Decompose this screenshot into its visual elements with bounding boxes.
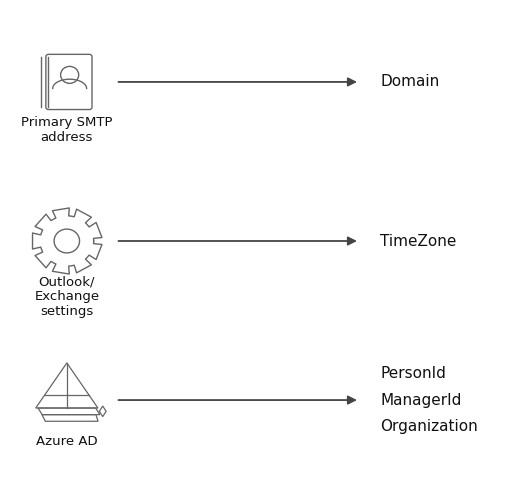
Text: Primary SMTP
address: Primary SMTP address xyxy=(21,117,113,145)
Text: Organization: Organization xyxy=(380,419,478,434)
Text: PersonId: PersonId xyxy=(380,366,446,381)
Text: Azure AD: Azure AD xyxy=(36,435,98,447)
Text: TimeZone: TimeZone xyxy=(380,233,457,249)
Text: ManagerId: ManagerId xyxy=(380,392,462,408)
Text: Domain: Domain xyxy=(380,74,439,90)
Text: Outlook/
Exchange
settings: Outlook/ Exchange settings xyxy=(34,276,99,319)
